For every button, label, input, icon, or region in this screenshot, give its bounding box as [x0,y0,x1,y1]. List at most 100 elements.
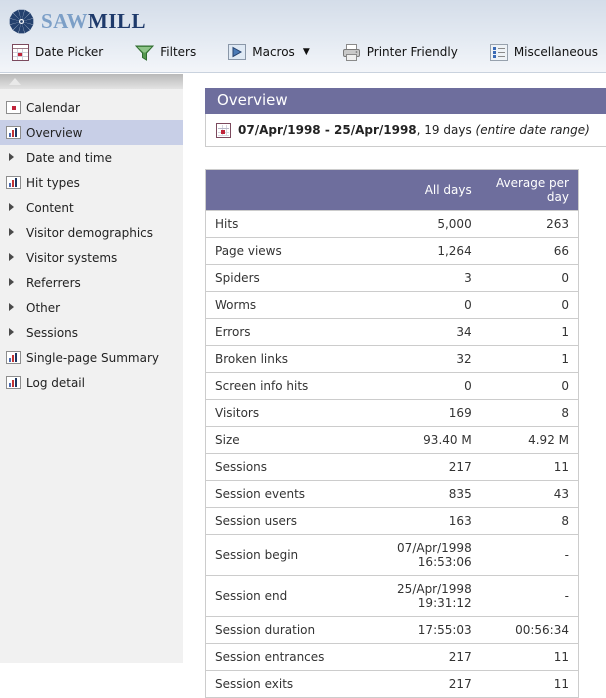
sidebar-item-label: Calendar [26,101,80,115]
row-all-days: 25/Apr/1998 19:31:12 [356,576,481,617]
row-average-per-day: 0 [481,265,579,292]
row-all-days: 217 [356,454,481,481]
row-all-days: 217 [356,671,481,698]
calendar-icon [216,123,231,138]
row-all-days: 07/Apr/1998 16:53:06 [356,535,481,576]
sidebar-item-sessions[interactable]: Sessions [0,320,183,345]
filters-button[interactable]: Filters [135,44,196,61]
row-label: Size [206,427,356,454]
chevron-down-icon: ▼ [303,47,310,57]
row-all-days: 5,000 [356,211,481,238]
sidebar-item-label: Overview [26,126,83,140]
sidebar-item-calendar[interactable]: Calendar [0,95,183,120]
row-label: Page views [206,238,356,265]
sidebar-item-label: Visitor systems [26,251,117,265]
printer-friendly-button[interactable]: Printer Friendly [342,44,458,61]
row-average-per-day: 1 [481,346,579,373]
row-average-per-day: 8 [481,400,579,427]
sidebar-item-content[interactable]: Content [0,195,183,220]
date-picker-button[interactable]: Date Picker [12,44,103,61]
row-all-days: 0 [356,292,481,319]
sidebar-item-single-page-summary[interactable]: Single-page Summary [0,345,183,370]
row-label: Session begin [206,535,356,576]
row-average-per-day: - [481,576,579,617]
filter-funnel-icon [135,44,154,61]
brand: SAWMILL [0,0,606,36]
row-label: Screen info hits [206,373,356,400]
sidebar-scroll-up[interactable] [0,74,183,89]
row-all-days: 3 [356,265,481,292]
sidebar-item-visitor-systems[interactable]: Visitor systems [0,245,183,270]
row-all-days: 0 [356,373,481,400]
sidebar-item-log-detail[interactable]: Log detail [0,370,183,395]
row-label: Session exits [206,671,356,698]
list-icon [490,44,508,61]
brand-mill: MILL [88,9,146,33]
bar-chart-icon [6,376,21,389]
row-label: Hits [206,211,356,238]
main-content: Overview 07/Apr/1998 - 25/Apr/1998, 19 d… [205,74,606,663]
row-average-per-day: 4.92 M [481,427,579,454]
macros-label: Macros [252,45,295,59]
row-all-days: 93.40 M [356,427,481,454]
row-average-per-day: 1 [481,319,579,346]
row-all-days: 1,264 [356,238,481,265]
sidebar-item-date-and-time[interactable]: Date and time [0,145,183,170]
row-all-days: 17:55:03 [356,617,481,644]
scroll-up-arrow-icon [9,78,21,85]
miscellaneous-button[interactable]: Miscellaneous ▼ [490,44,606,61]
expand-arrow-icon [9,151,19,164]
expand-arrow-icon [9,301,19,314]
sidebar-item-referrers[interactable]: Referrers [0,270,183,295]
row-all-days: 169 [356,400,481,427]
sidebar-item-visitor-demographics[interactable]: Visitor demographics [0,220,183,245]
sidebar-item-label: Referrers [26,276,81,290]
expand-arrow-icon [9,276,19,289]
table-header-row: All days Average per day [206,170,579,211]
row-average-per-day: 00:56:34 [481,617,579,644]
row-all-days: 34 [356,319,481,346]
expand-arrow-icon [9,326,19,339]
sidebar-item-other[interactable]: Other [0,295,183,320]
sidebar-item-label: Other [26,301,60,315]
macros-button[interactable]: Macros ▼ [228,44,310,60]
bar-chart-icon [6,126,21,139]
row-all-days: 163 [356,508,481,535]
calendar-icon [12,44,29,61]
bar-chart-icon [6,176,21,189]
sidebar-item-label: Sessions [26,326,78,340]
app-header: SAWMILL Date Picker Filters [0,0,606,73]
sidebar-item-label: Date and time [26,151,112,165]
sidebar-item-overview[interactable]: Overview [0,120,183,145]
row-label: Session events [206,481,356,508]
sidebar-item-hit-types[interactable]: Hit types [0,170,183,195]
row-label: Session end [206,576,356,617]
row-average-per-day: 66 [481,238,579,265]
row-average-per-day: 263 [481,211,579,238]
row-label: Sessions [206,454,356,481]
macro-play-icon [228,44,246,60]
row-average-per-day: 0 [481,292,579,319]
page-title: Overview [205,88,606,114]
expand-arrow-icon [9,251,19,264]
row-label: Visitors [206,400,356,427]
date-picker-label: Date Picker [35,45,103,59]
expand-arrow-icon [9,201,19,214]
row-average-per-day: 11 [481,644,579,671]
